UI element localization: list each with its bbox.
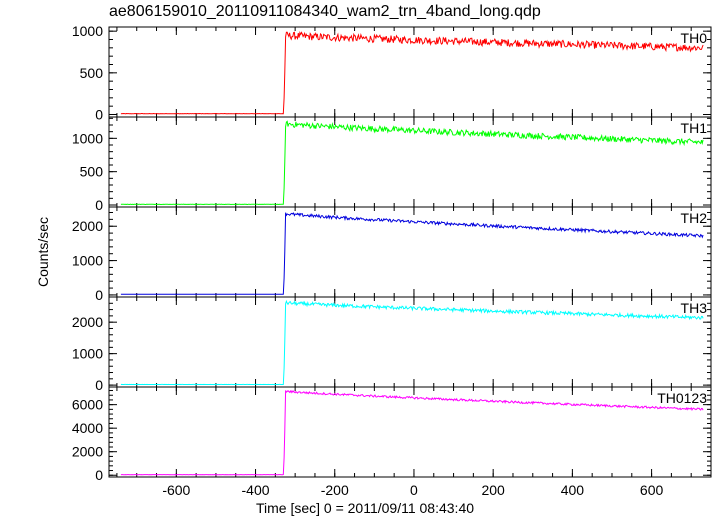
panel-frame-th0123 xyxy=(108,386,712,478)
y-tick-label: 0 xyxy=(95,377,103,393)
panel-label-th1: TH1 xyxy=(681,120,708,136)
y-tick-label: 0 xyxy=(95,287,103,303)
series-line-th2 xyxy=(120,212,704,295)
panel-label-th0123: TH0123 xyxy=(657,390,707,406)
x-tick-label: 400 xyxy=(561,482,585,498)
x-tick-label: -400 xyxy=(242,482,270,498)
y-tick-label: 500 xyxy=(80,164,104,180)
y-tick-label: 2000 xyxy=(72,444,103,460)
chart-title: ae806159010_20110911084340_wam2_trn_4ban… xyxy=(109,3,541,20)
y-tick-label: 6000 xyxy=(72,397,103,413)
x-tick-label: -200 xyxy=(321,482,349,498)
y-tick-label: 500 xyxy=(80,65,104,81)
y-tick-label: 0 xyxy=(95,467,103,483)
x-tick-label: 0 xyxy=(410,482,418,498)
x-tick-label: 200 xyxy=(481,482,505,498)
series-line-th1 xyxy=(120,120,704,206)
panel-frame-th3 xyxy=(108,296,712,388)
y-tick-label: 2000 xyxy=(72,314,103,330)
y-axis-label: Counts/sec xyxy=(35,217,51,287)
panel-label-th0: TH0 xyxy=(681,30,708,46)
y-tick-label: 0 xyxy=(95,197,103,213)
series-line-th0 xyxy=(120,30,704,115)
y-tick-label: 1000 xyxy=(72,253,103,269)
y-tick-label: 1000 xyxy=(72,23,103,39)
x-axis-label: Time [sec] 0 = 2011/09/11 08:43:40 xyxy=(256,500,474,516)
y-tick-label: 0 xyxy=(95,107,103,123)
panel-frame-th2 xyxy=(108,206,712,298)
panel-label-th2: TH2 xyxy=(681,210,708,226)
x-tick-label: 600 xyxy=(640,482,664,498)
series-line-th3 xyxy=(120,299,704,386)
y-tick-label: 1000 xyxy=(72,346,103,362)
panel-label-th3: TH3 xyxy=(681,300,708,316)
series-line-th0123 xyxy=(120,389,704,476)
x-tick-label: -600 xyxy=(162,482,190,498)
y-tick-label: 1000 xyxy=(72,130,103,146)
y-tick-label: 2000 xyxy=(72,218,103,234)
y-tick-label: 4000 xyxy=(72,420,103,436)
